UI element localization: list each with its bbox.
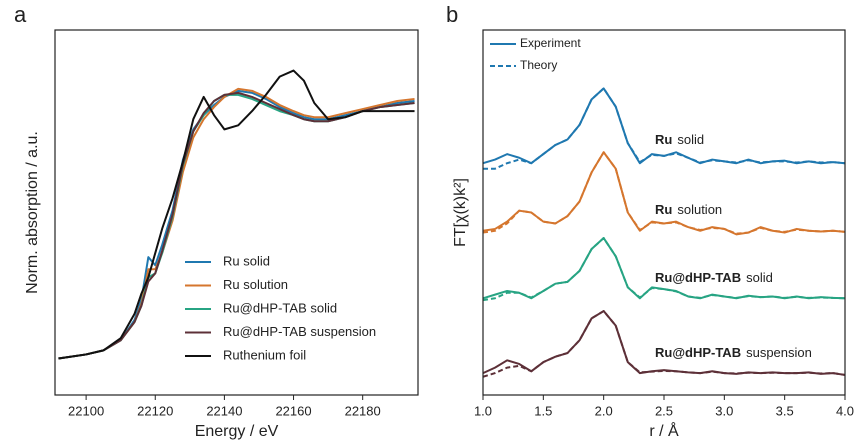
data-line [482, 151, 846, 236]
x-tick-label: 2.5 [655, 403, 673, 418]
annotation: Ru@dHP-TAB solid [655, 270, 773, 285]
data-line [482, 237, 846, 302]
data-line [482, 151, 846, 235]
annotation-text: suspension [746, 345, 812, 360]
annotation-text: solid [746, 270, 773, 285]
x-tick-label: 3.0 [715, 403, 733, 418]
annotation-bold: Ru [655, 202, 672, 217]
plot-frame [54, 29, 419, 396]
data-line [482, 237, 846, 300]
data-line [482, 87, 846, 165]
data-line [482, 310, 846, 376]
x-tick-label: 1.5 [534, 403, 552, 418]
annotation-bold: Ru@dHP-TAB [655, 270, 741, 285]
legend-label: Experiment [520, 36, 581, 50]
x-tick-label: 22100 [68, 403, 104, 418]
annotation: Ru@dHP-TAB suspension [655, 345, 812, 360]
annotation: Ru solution [655, 202, 722, 217]
x-axis-label: r / Å [649, 421, 679, 440]
data-line [58, 69, 415, 360]
x-tick-label: 1.0 [474, 403, 492, 418]
legend-label: Ru solid [223, 253, 270, 268]
data-line [482, 310, 846, 378]
panel-label: b [446, 2, 458, 27]
x-tick-label: 22180 [345, 403, 381, 418]
legend-label: Ru solution [223, 277, 288, 292]
x-tick-label: 3.5 [776, 403, 794, 418]
data-line [58, 91, 415, 360]
annotation: Ru solid [655, 132, 704, 147]
x-tick-label: 2.0 [595, 403, 613, 418]
x-tick-label: 22120 [137, 403, 173, 418]
legend-label: Ru@dHP-TAB solid [223, 300, 337, 315]
annotation-bold: Ru@dHP-TAB [655, 345, 741, 360]
plot-frame [482, 29, 846, 396]
annotation-text: solution [677, 202, 722, 217]
x-tick-label: 4.0 [836, 403, 854, 418]
x-tick-label: 22160 [275, 403, 311, 418]
x-tick-label: 22140 [206, 403, 242, 418]
panel-label: a [14, 2, 27, 27]
x-axis-label: Energy / eV [195, 423, 279, 440]
data-line [58, 87, 415, 360]
annotation-text: solid [677, 132, 704, 147]
y-axis-label: FT[χ(k)k²] [452, 178, 469, 247]
annotation-bold: Ru [655, 132, 672, 147]
data-line [58, 93, 415, 360]
y-axis-label: Norm. absorption / a.u. [24, 131, 41, 294]
data-line [58, 89, 415, 360]
data-line [483, 87, 846, 170]
legend-label: Ruthenium foil [223, 347, 306, 362]
legend-label: Theory [520, 58, 557, 72]
legend-label: Ru@dHP-TAB suspension [223, 324, 376, 339]
